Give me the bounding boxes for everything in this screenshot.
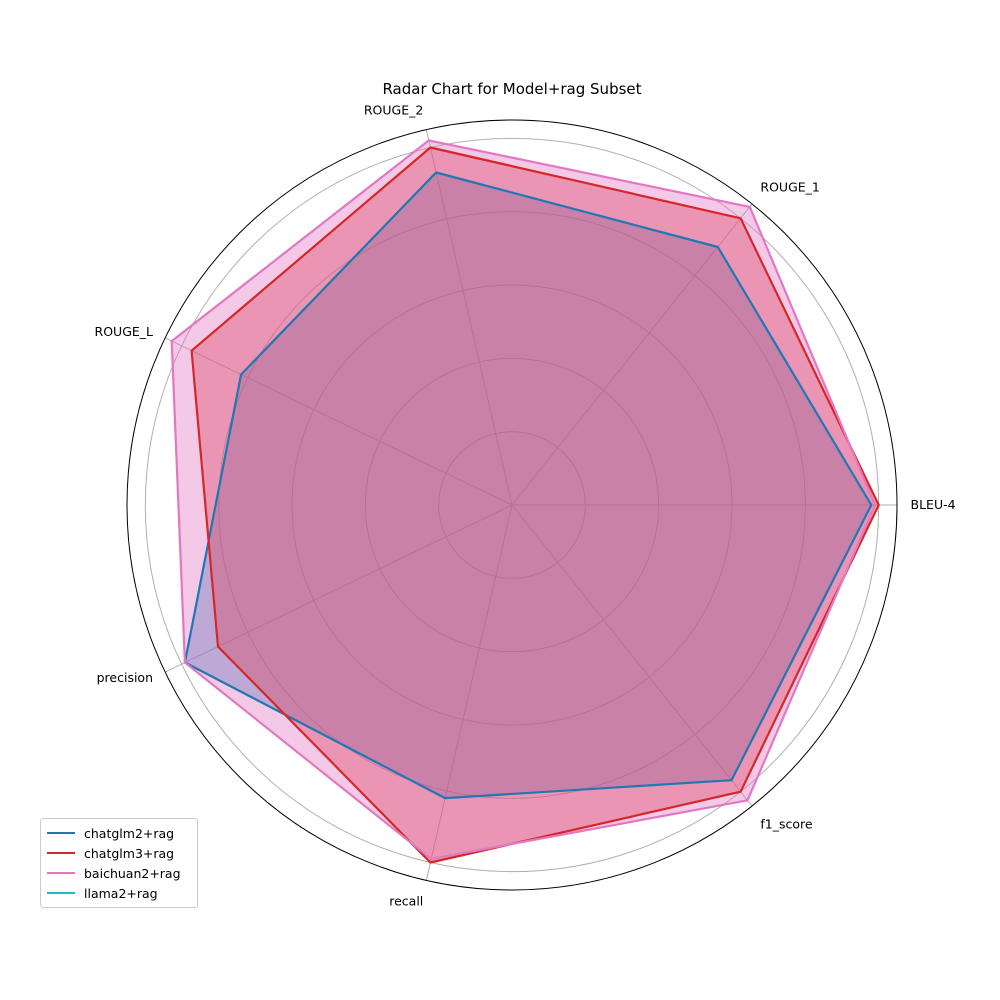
axis-label-3: ROUGE_L [95,324,154,339]
legend: chatglm2+rag chatglm3+rag baichuan2+rag … [40,818,198,908]
grid-spoke-5 [425,504,513,881]
grid-spoke-4 [164,504,513,673]
axis-label-2: ROUGE_2 [364,103,423,118]
series-fill-0 [184,172,872,799]
legend-label-0: chatglm2+rag [84,825,175,841]
legend-swatch-3 [47,891,75,895]
legend-label-2: baichuan2+rag [84,865,181,881]
axis-labels: BLEU-4 ROUGE_1 ROUGE_2 ROUGE_L precision reca… [95,103,956,909]
series-fill-2 [171,140,875,859]
axis-label-0: BLEU-4 [911,497,956,512]
axis-label-5: recall [389,894,423,909]
legend-item-0: chatglm2+rag [47,823,174,843]
axis-label-1: ROUGE_1 [760,180,819,195]
legend-swatch-1 [47,851,75,855]
legend-item-2: baichuan2+rag [47,863,181,883]
radar-series [170,139,880,864]
grid-spoke-1 [511,203,753,506]
radar-grid [126,119,898,891]
series-line-1 [190,146,880,864]
legend-label-1: chatglm3+rag [84,845,175,861]
series-fill-1 [191,147,879,863]
series-line-2 [170,139,877,861]
legend-item-3: llama2+rag [47,883,158,903]
chart-title: Radar Chart for Model+rag Subset [382,80,641,98]
axis-label-6: f1_score [760,817,813,832]
axis-label-4: precision [97,670,153,685]
legend-swatch-0 [47,831,75,835]
series-line-0 [183,171,873,800]
grid-spoke-6 [511,504,753,807]
legend-label-3: llama2+rag [84,885,158,901]
legend-item-1: chatglm3+rag [47,843,174,863]
grid-spoke-3 [164,337,513,506]
grid-spoke-2 [425,129,513,506]
outer-frame [126,119,898,891]
legend-swatch-2 [47,871,75,875]
